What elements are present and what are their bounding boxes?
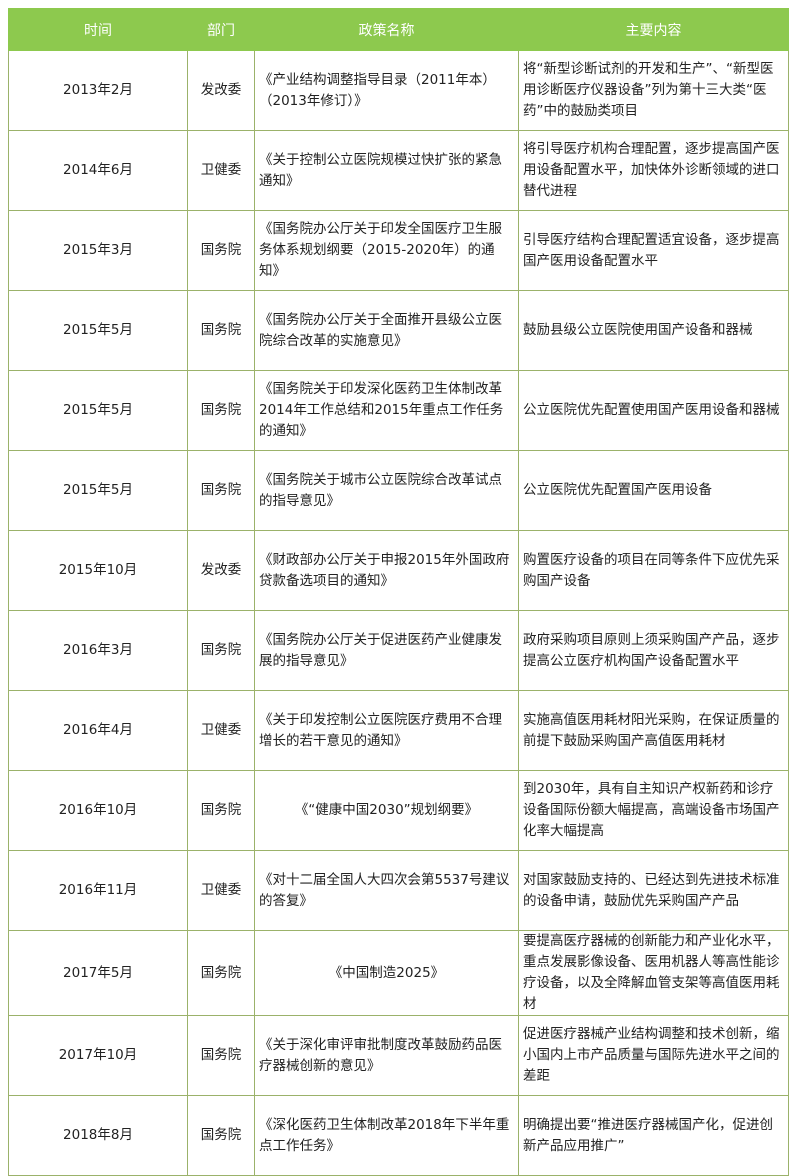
- cell-time: 2015年5月: [8, 370, 188, 451]
- table-row: 2017年10月 国务院 《关于深化审评审批制度改革鼓励药品医疗器械创新的意见》 促进…: [8, 1015, 789, 1096]
- cell-department: 国务院: [187, 290, 255, 371]
- cell-main-content: 对国家鼓励支持的、已经达到先进技术标准的设备申请，鼓励优先采购国产产品: [518, 850, 789, 931]
- cell-time: 2016年10月: [8, 770, 188, 851]
- table-row: 2015年10月 发改委 《财政部办公厅关于申报2015年外国政府贷款备选项目的通知…: [8, 530, 789, 611]
- cell-time: 2015年10月: [8, 530, 188, 611]
- cell-main-content: 明确提出要“推进医疗器械国产化，促进创新产品应用推广”: [518, 1095, 789, 1176]
- cell-main-content: 公立医院优先配置使用国产医用设备和器械: [518, 370, 789, 451]
- cell-policy-name: 《产业结构调整指导目录（2011年本）（2013年修订）》: [254, 50, 519, 131]
- header-main-content: 主要内容: [518, 8, 789, 51]
- cell-policy-name: 《国务院办公厅关于印发全国医疗卫生服务体系规划纲要（2015-2020年）的通知…: [254, 210, 519, 291]
- cell-time: 2018年8月: [8, 1095, 188, 1176]
- cell-main-content: 实施高值医用耗材阳光采购，在保证质量的前提下鼓励采购国产高值医用耗材: [518, 690, 789, 771]
- table-header-row: 时间 部门 政策名称 主要内容: [8, 8, 789, 51]
- table-row: 2015年3月 国务院 《国务院办公厅关于印发全国医疗卫生服务体系规划纲要（2015…: [8, 210, 789, 291]
- cell-policy-name: 《关于深化审评审批制度改革鼓励药品医疗器械创新的意见》: [254, 1015, 519, 1096]
- header-policy-name: 政策名称: [254, 8, 519, 51]
- cell-policy-name: 《财政部办公厅关于申报2015年外国政府贷款备选项目的通知》: [254, 530, 519, 611]
- cell-policy-name: 《对十二届全国人大四次会第5537号建议的答复》: [254, 850, 519, 931]
- cell-department: 卫健委: [187, 850, 255, 931]
- cell-main-content: 要提高医疗器械的创新能力和产业化水平，重点发展影像设备、医用机器人等高性能诊疗设…: [518, 930, 789, 1016]
- cell-policy-name: 《中国制造2025》: [254, 930, 519, 1016]
- cell-time: 2014年6月: [8, 130, 188, 211]
- cell-department: 卫健委: [187, 690, 255, 771]
- cell-main-content: 将引导医疗机构合理配置，逐步提高国产医用设备配置水平，加快体外诊断领域的进口替代…: [518, 130, 789, 211]
- cell-main-content: 购置医疗设备的项目在同等条件下应优先采购国产设备: [518, 530, 789, 611]
- table-row: 2014年6月 卫健委 《关于控制公立医院规模过快扩张的紧急通知》 将引导医疗机构合理…: [8, 130, 789, 211]
- cell-policy-name: 《国务院办公厅关于全面推开县级公立医院综合改革的实施意见》: [254, 290, 519, 371]
- cell-policy-name: 《关于印发控制公立医院医疗费用不合理增长的若干意见的通知》: [254, 690, 519, 771]
- cell-department: 国务院: [187, 770, 255, 851]
- table-row: 2016年4月 卫健委 《关于印发控制公立医院医疗费用不合理增长的若干意见的通知》实…: [8, 690, 789, 771]
- cell-department: 发改委: [187, 50, 255, 131]
- cell-time: 2016年3月: [8, 610, 188, 691]
- table-row: 2016年11月 卫健委 《对十二届全国人大四次会第5537号建议的答复》 对国家鼓励…: [8, 850, 789, 931]
- cell-time: 2015年5月: [8, 290, 188, 371]
- header-time: 时间: [8, 8, 188, 51]
- cell-policy-name: 《深化医药卫生体制改革2018年下半年重点工作任务》: [254, 1095, 519, 1176]
- cell-main-content: 鼓励县级公立医院使用国产设备和器械: [518, 290, 789, 371]
- cell-main-content: 公立医院优先配置国产医用设备: [518, 450, 789, 531]
- cell-department: 卫健委: [187, 130, 255, 211]
- cell-main-content: 到2030年，具有自主知识产权新药和诊疗设备国际份额大幅提高，高端设备市场国产化…: [518, 770, 789, 851]
- cell-time: 2015年3月: [8, 210, 188, 291]
- table-row: 2013年2月 发改委 《产业结构调整指导目录（2011年本）（2013年修订）》将…: [8, 50, 789, 131]
- cell-main-content: 政府采购项目原则上须采购国产产品，逐步提高公立医疗机构国产设备配置水平: [518, 610, 789, 691]
- policy-table: 时间 部门 政策名称 主要内容 2013年2月 发改委 《产业结构调整指导目录（20…: [8, 8, 789, 1176]
- cell-department: 国务院: [187, 1095, 255, 1176]
- cell-policy-name: 《国务院办公厅关于促进医药产业健康发展的指导意见》: [254, 610, 519, 691]
- cell-time: 2017年5月: [8, 930, 188, 1016]
- table-row: 2015年5月 国务院 《国务院关于城市公立医院综合改革试点的指导意见》 公立医院优先…: [8, 450, 789, 531]
- cell-policy-name: 《国务院关于印发深化医药卫生体制改革2014年工作总结和2015年重点工作任务的…: [254, 370, 519, 451]
- cell-policy-name: 《关于控制公立医院规模过快扩张的紧急通知》: [254, 130, 519, 211]
- cell-department: 国务院: [187, 930, 255, 1016]
- cell-time: 2016年11月: [8, 850, 188, 931]
- cell-main-content: 将“新型诊断试剂的开发和生产”、“新型医用诊断医疗仪器设备”列为第十三大类“医药…: [518, 50, 789, 131]
- table-row: 2017年5月 国务院 《中国制造2025》 要提高医疗器械的创新能力和产业化水平，重…: [8, 930, 789, 1016]
- cell-time: 2015年5月: [8, 450, 188, 531]
- cell-policy-name: 《“健康中国2030”规划纲要》: [254, 770, 519, 851]
- table-row: 2016年3月 国务院 《国务院办公厅关于促进医药产业健康发展的指导意见》 政府采购项…: [8, 610, 789, 691]
- cell-time: 2017年10月: [8, 1015, 188, 1096]
- cell-policy-name: 《国务院关于城市公立医院综合改革试点的指导意见》: [254, 450, 519, 531]
- cell-main-content: 引导医疗结构合理配置适宜设备，逐步提高国产医用设备配置水平: [518, 210, 789, 291]
- cell-department: 发改委: [187, 530, 255, 611]
- table-row: 2016年10月 国务院 《“健康中国2030”规划纲要》 到2030年，具有自主知识…: [8, 770, 789, 851]
- cell-time: 2016年4月: [8, 690, 188, 771]
- table-row: 2015年5月 国务院 《国务院关于印发深化医药卫生体制改革2014年工作总结和20…: [8, 370, 789, 451]
- header-department: 部门: [187, 8, 255, 51]
- table-row: 2018年8月 国务院 《深化医药卫生体制改革2018年下半年重点工作任务》 明确提出…: [8, 1095, 789, 1176]
- cell-main-content: 促进医疗器械产业结构调整和技术创新，缩小国内上市产品质量与国际先进水平之间的差距: [518, 1015, 789, 1096]
- cell-department: 国务院: [187, 450, 255, 531]
- cell-department: 国务院: [187, 610, 255, 691]
- cell-time: 2013年2月: [8, 50, 188, 131]
- cell-department: 国务院: [187, 370, 255, 451]
- cell-department: 国务院: [187, 1015, 255, 1096]
- table-row: 2015年5月 国务院 《国务院办公厅关于全面推开县级公立医院综合改革的实施意见》鼓…: [8, 290, 789, 371]
- cell-department: 国务院: [187, 210, 255, 291]
